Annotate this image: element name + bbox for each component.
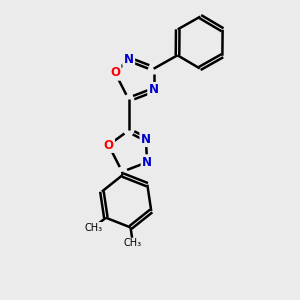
Text: N: N	[141, 133, 151, 146]
Text: N: N	[142, 156, 152, 169]
Text: N: N	[124, 53, 134, 66]
Text: CH₃: CH₃	[84, 223, 102, 233]
Text: O: O	[110, 66, 120, 79]
Text: N: N	[148, 83, 159, 96]
Text: CH₃: CH₃	[124, 238, 142, 248]
Text: O: O	[103, 139, 114, 152]
